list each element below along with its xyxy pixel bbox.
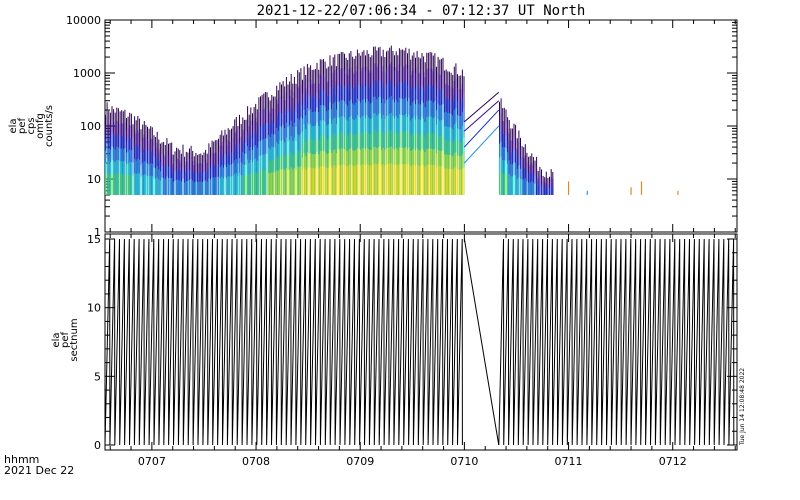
chart-title: 2021-12-22/07:06:34 - 07:12:37 UT North <box>257 3 586 19</box>
gap-interpolation-line <box>464 100 500 132</box>
bottom-ytick-label: 0 <box>94 439 101 452</box>
bottom-panel: 0 5 10 15 0707 0708 0709 0710 0711 0712 elapefsect… <box>51 233 738 468</box>
xtick-label: 0707 <box>138 455 166 468</box>
bottom-ytick-label: 15 <box>87 233 101 246</box>
top-ylabel-line: omfg <box>35 113 46 139</box>
top-ytick-label: 1000 <box>73 67 101 80</box>
xtick-label: 0708 <box>242 455 270 468</box>
footer-hhmm: hhmm <box>4 453 39 466</box>
top-ylabel-line: ela <box>8 118 19 133</box>
top-ytick-label: 10 <box>87 173 101 186</box>
gap-interpolation-line <box>464 91 500 123</box>
top-ylabel-line: counts/s <box>44 105 55 147</box>
top-ytick-label: 1 <box>94 226 101 239</box>
bottom-plot-frame <box>104 233 738 451</box>
bottom-ylabel-line: sectnum <box>69 318 80 361</box>
xtick-label: 0711 <box>555 455 583 468</box>
bottom-ylabel-line: pef <box>60 332 71 349</box>
bottom-ylabel-line: ela <box>51 332 62 347</box>
bottom-ytick-label: 10 <box>87 302 101 315</box>
sector-sawtooth-line <box>498 238 735 446</box>
vertical-timestamp: Tue Jun 14 12:08:48 2022 <box>739 368 746 446</box>
top-ytick-label: 100 <box>80 120 101 133</box>
footer-date: 2021 Dec 22 <box>4 464 74 477</box>
top-spikes <box>105 45 554 195</box>
sector-sawtooth-line <box>104 238 463 446</box>
top-plot-frame <box>104 19 738 233</box>
gap-interpolation-line <box>464 125 500 164</box>
top-ytick-label: 10000 <box>66 14 101 27</box>
top-ylabel-line: pef <box>17 118 28 135</box>
bottom-ytick-label: 5 <box>94 370 101 383</box>
top-ylabel-line: cps <box>26 117 37 134</box>
xtick-label: 0712 <box>659 455 687 468</box>
gap-interpolation-line <box>464 109 500 148</box>
xtick-label: 0709 <box>346 455 374 468</box>
xtick-label: 0710 <box>450 455 478 468</box>
gap-connector-line <box>463 238 500 446</box>
